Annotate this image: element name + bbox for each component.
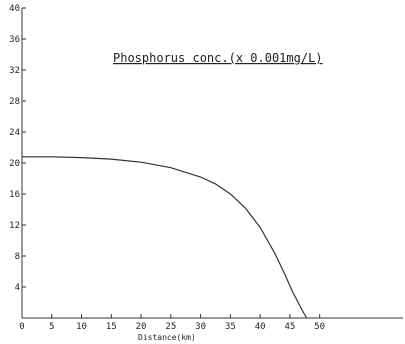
y-tick-label: 36: [9, 35, 20, 45]
x-ticks: 0 5 10 15 20 25 30 35 40 45 50: [19, 314, 325, 332]
series-line: [22, 156, 308, 319]
x-tick-label: 0: [19, 322, 24, 332]
x-tick-label: 25: [165, 322, 176, 332]
x-tick-label: 35: [225, 322, 236, 332]
y-tick-label: 28: [9, 97, 20, 107]
x-tick-label: 45: [284, 322, 295, 332]
y-tick-label: 12: [9, 221, 20, 231]
x-tick-label: 50: [314, 322, 325, 332]
y-tick-label: 16: [9, 190, 20, 200]
y-tick-label: 24: [9, 128, 20, 138]
x-tick-label: 15: [106, 322, 117, 332]
x-tick-label: 5: [49, 322, 54, 332]
x-tick-label: 30: [195, 322, 206, 332]
y-tick-label: 40: [9, 4, 20, 14]
x-tick-label: 20: [136, 322, 147, 332]
x-tick-label: 10: [76, 322, 87, 332]
y-tick-label: 4: [15, 283, 20, 293]
y-tick-label: 32: [9, 66, 20, 76]
y-tick-label: 8: [15, 252, 20, 262]
y-tick-label: 20: [9, 159, 20, 169]
chart-title: Phosphorus conc.(x 0.001mg/L): [113, 51, 323, 65]
x-axis-title: Distance(km): [138, 333, 196, 342]
x-tick-label: 40: [255, 322, 266, 332]
y-ticks: 4 8 12 16 20 24 28 32 36 40: [9, 4, 26, 293]
